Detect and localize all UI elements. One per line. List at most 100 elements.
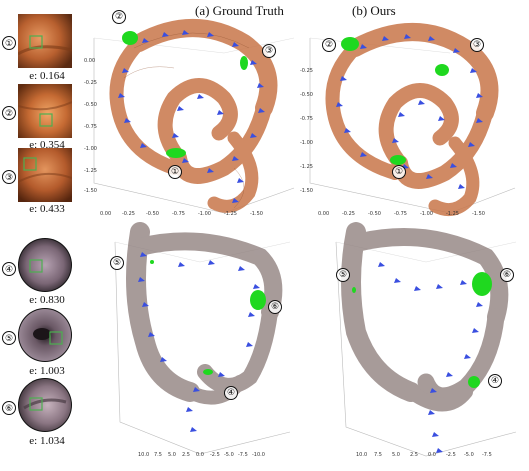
ground-truth-title: (a) Ground Truth	[195, 3, 284, 18]
frame-thumbnail-1	[18, 14, 72, 68]
tick-label: 0.00	[100, 211, 112, 217]
marker-5: ⑤	[2, 331, 16, 345]
tick-label: -0.50	[300, 92, 313, 98]
highlight-regions	[352, 272, 492, 388]
error-value-6: e: 1.034	[29, 435, 65, 447]
plot-label-1: ①	[392, 165, 406, 179]
tick-label: -0.75	[300, 116, 313, 122]
marker-6: ⑥	[2, 401, 16, 415]
plot-label-5: ⑤	[336, 268, 350, 282]
tick-label: -1.50	[84, 188, 97, 194]
tick-label: -1.00	[198, 211, 211, 217]
marker-2: ②	[2, 106, 16, 120]
highlight-regions	[150, 260, 266, 375]
frame-image-6	[18, 378, 72, 432]
roi-box	[39, 113, 53, 127]
tick-label: -1.00	[84, 146, 97, 152]
frame-thumbnail-2	[18, 84, 72, 138]
ours-title: (b) Ours	[352, 3, 396, 18]
tick-label: 7.5	[154, 452, 162, 458]
ours-top-3d-reconstruction	[309, 23, 516, 217]
marker-3: ③	[2, 170, 16, 184]
tick-label: -1.25	[224, 211, 237, 217]
tick-label: -1.25	[84, 168, 97, 174]
tick-label: -0.50	[368, 211, 381, 217]
tick-label: -7.5	[482, 452, 492, 458]
plot-label-1: ①	[168, 165, 182, 179]
tick-label: -2.5	[210, 452, 220, 458]
tick-label: -1.50	[250, 211, 263, 217]
tick-label: 0.0	[428, 452, 436, 458]
frame-image-4	[18, 238, 72, 292]
frame-thumbnail-3	[18, 148, 72, 202]
tick-label: 0.00	[84, 58, 96, 64]
tick-label: -0.75	[172, 211, 185, 217]
tick-label: -1.00	[420, 211, 433, 217]
plot-label-6: ⑥	[268, 300, 282, 314]
tick-label: -0.75	[394, 211, 407, 217]
gt-top-3d-reconstruction	[93, 19, 295, 214]
error-value-1: e: 0.164	[29, 70, 65, 82]
tick-label: -0.75	[84, 124, 97, 130]
gt-bottom-plot: ⑤ ⑥ ④ 10.0 7.5 5.0 2.5 0.0 -2.5 -5.0 -7.…	[100, 222, 296, 462]
highlight-regions	[122, 31, 248, 158]
tick-label: -1.50	[300, 188, 313, 194]
gt-top-plot: ② ③ ① 0.00 -0.25 -0.50 -0.75 -1.00 -1.25…	[84, 10, 300, 223]
tick-label: 0.00	[318, 211, 330, 217]
plot-label-6: ⑥	[500, 268, 514, 282]
plot-label-2: ②	[112, 10, 126, 24]
tick-label: 7.5	[374, 452, 382, 458]
roi-box	[29, 259, 43, 273]
gt-bottom-3d-reconstruction	[114, 222, 291, 455]
tick-label: 2.5	[182, 452, 190, 458]
colon-point-cloud	[109, 19, 278, 213]
roi-box	[29, 397, 43, 411]
plot-label-2: ②	[322, 38, 336, 52]
error-value-5: e: 1.003	[29, 365, 65, 377]
camera-trajectory	[118, 30, 265, 203]
plot-label-4: ④	[488, 374, 502, 388]
ours-top-plot: ② ③ ① 0.00 -0.25 -0.50 -0.75 -1.00 -1.25…	[300, 18, 522, 223]
plot-label-3: ③	[262, 44, 276, 58]
tick-label: 10.0	[138, 452, 150, 458]
tick-label: -0.50	[84, 102, 97, 108]
camera-trajectory	[138, 252, 260, 432]
colon-point-cloud	[126, 222, 283, 405]
ours-bottom-3d-reconstruction	[335, 222, 517, 457]
highlight-regions	[341, 37, 449, 165]
error-value-3: e: 0.433	[29, 203, 65, 215]
plot-label-3: ③	[470, 38, 484, 52]
tick-label: -5.0	[224, 452, 234, 458]
tick-label: 2.5	[410, 452, 418, 458]
frame-image-1	[18, 14, 72, 68]
tick-label: -5.0	[464, 452, 474, 458]
frame-image-3	[18, 148, 72, 202]
frame-image-5	[18, 308, 72, 362]
tick-label: -1.25	[300, 164, 313, 170]
roi-box	[23, 157, 37, 171]
frame-thumbnail-6	[18, 378, 72, 432]
frame-thumbnail-4	[18, 238, 72, 292]
tick-label: 5.0	[392, 452, 400, 458]
tick-label: -0.50	[146, 211, 159, 217]
tick-label: -0.25	[84, 80, 97, 86]
tick-label: -1.50	[472, 211, 485, 217]
marker-4: ④	[2, 262, 16, 276]
colon-point-cloud	[341, 222, 509, 412]
tick-label: 10.0	[356, 452, 368, 458]
frame-thumbnail-5	[18, 308, 72, 362]
ours-bottom-plot: ⑤ ⑥ ④ 10.0 7.5 5.0 2.5 0.0 -2.5 -5.0 -7.…	[316, 222, 522, 462]
tick-label: -0.25	[122, 211, 135, 217]
frame-image-2	[18, 84, 72, 138]
roi-box	[49, 331, 63, 345]
tick-label: -7.5	[238, 452, 248, 458]
tick-label: -10.0	[252, 452, 265, 458]
tick-label: -0.25	[342, 211, 355, 217]
tick-label: -0.25	[300, 68, 313, 74]
camera-trajectory	[336, 34, 483, 189]
camera-trajectory	[378, 262, 485, 453]
tick-label: 0.0	[196, 452, 204, 458]
plot-label-5: ⑤	[110, 256, 124, 270]
plot-label-4: ④	[224, 386, 238, 400]
tick-label: -1.25	[446, 211, 459, 217]
